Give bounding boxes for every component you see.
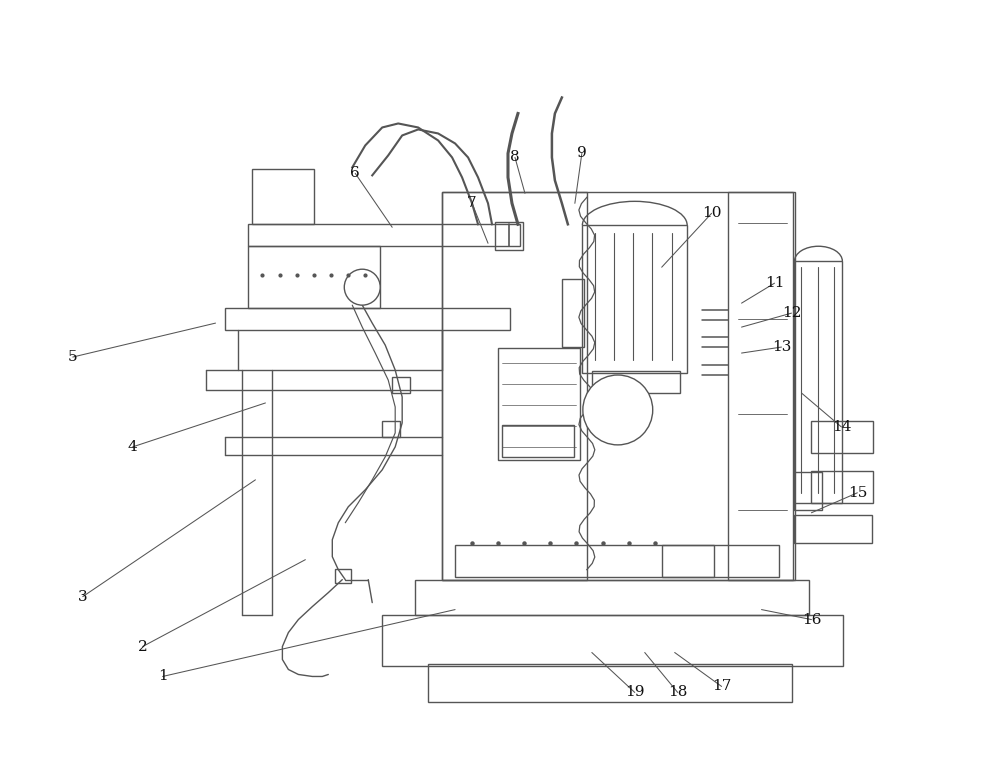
Bar (335, 568, 351, 583)
Bar (248, 246, 380, 308)
Text: 2: 2 (138, 640, 148, 653)
Text: 10: 10 (702, 207, 721, 220)
Text: 4: 4 (128, 440, 138, 454)
Bar (248, 224, 520, 246)
Bar (498, 348, 580, 460)
Bar (382, 421, 400, 437)
Text: 6: 6 (350, 166, 360, 181)
Bar (811, 470, 873, 503)
Text: 5: 5 (68, 350, 78, 364)
Text: 16: 16 (802, 613, 821, 627)
Bar (592, 371, 680, 393)
Bar (225, 308, 510, 330)
Bar (794, 472, 822, 509)
Bar (382, 614, 843, 666)
Bar (442, 192, 587, 580)
Text: 12: 12 (782, 306, 801, 320)
Text: 1: 1 (158, 669, 167, 683)
Bar (455, 545, 779, 577)
Text: 3: 3 (78, 590, 88, 604)
Bar (582, 225, 687, 373)
Bar (794, 515, 872, 542)
Text: 8: 8 (510, 151, 520, 164)
Text: 13: 13 (772, 340, 791, 354)
Bar (415, 580, 809, 614)
Text: 18: 18 (668, 685, 687, 699)
Bar (728, 192, 795, 580)
Bar (252, 169, 314, 224)
Circle shape (583, 375, 653, 445)
Bar (495, 223, 523, 250)
Bar (502, 425, 574, 457)
Text: 14: 14 (832, 420, 851, 434)
Bar (428, 665, 792, 702)
Text: 15: 15 (848, 486, 867, 500)
Text: 19: 19 (625, 685, 645, 699)
Text: 9: 9 (577, 146, 587, 161)
Text: 11: 11 (765, 276, 784, 290)
Circle shape (344, 269, 380, 305)
Bar (442, 192, 793, 580)
Bar (794, 261, 842, 503)
Text: 7: 7 (467, 197, 477, 210)
Text: 17: 17 (712, 679, 731, 693)
Bar (662, 545, 714, 577)
Bar (392, 377, 410, 393)
Bar (562, 279, 584, 347)
Bar (811, 421, 873, 453)
